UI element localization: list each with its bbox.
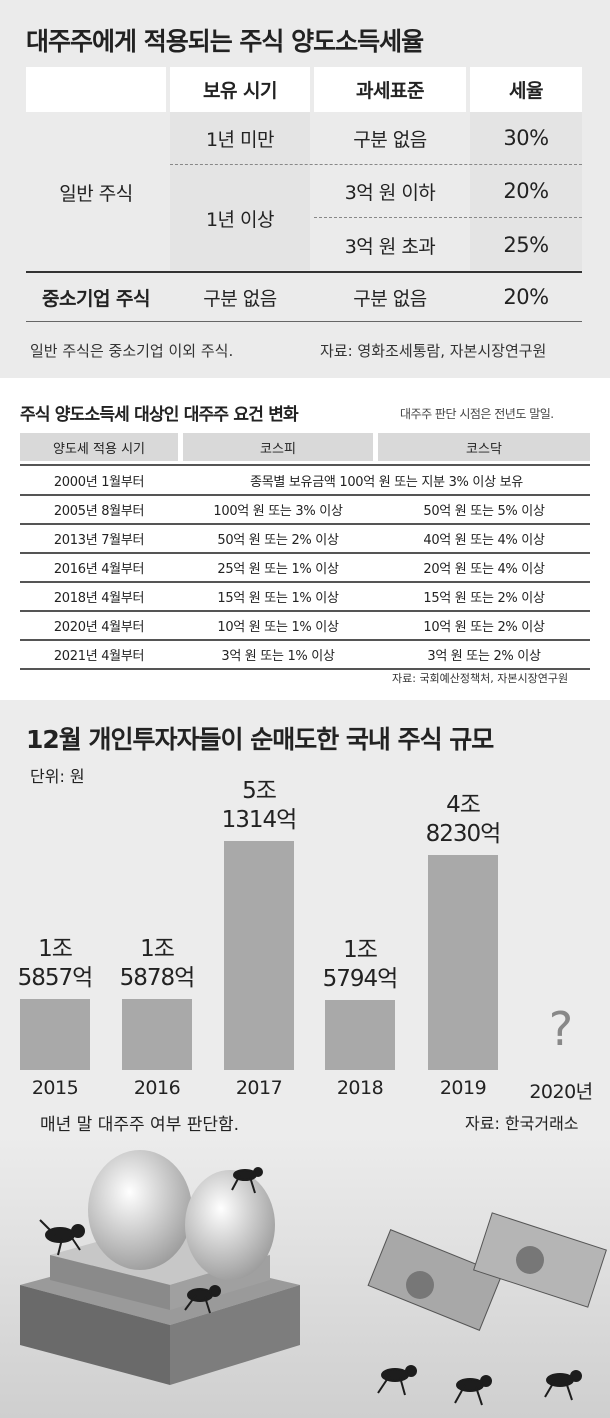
criteria-period: 2000년 1월부터 (53, 475, 145, 490)
unknown-value-label: ? (548, 1002, 574, 1056)
egg (185, 1170, 275, 1280)
criteria-period: 2020년 4월부터 (53, 620, 145, 635)
bar-value-line: 5조 (242, 778, 277, 804)
tax-base-none-1: 구분 없음 (353, 128, 427, 151)
tax-footnote: 일반 주식은 중소기업 이외 주식. (30, 342, 234, 360)
bar (428, 854, 498, 1070)
x-tick-label: 2018 (336, 1077, 384, 1099)
egg (88, 1150, 192, 1270)
row-divider (20, 552, 590, 554)
row-general-stock: 일반 주식 (59, 182, 133, 205)
row-sme-stock: 중소기업 주식 (42, 287, 151, 310)
row-divider (20, 610, 590, 612)
criteria-period: 2021년 4월부터 (53, 649, 145, 664)
bar-value-line: 1조 (343, 936, 378, 963)
criteria-kospi: 100억 원 또는 3% 이상 (213, 504, 343, 519)
divider-dashed (170, 164, 582, 165)
bar-value-label: 1조 5878억 (107, 935, 207, 993)
header-blank (26, 67, 166, 112)
rate-column-bg (470, 112, 582, 270)
tax-base-none-2: 구분 없음 (353, 287, 427, 310)
criteria-merged: 종목별 보유금액 100억 원 또는 지분 3% 이상 보유 (250, 475, 523, 490)
criteria-source: 자료: 국회예산정책처, 자본시장연구원 (392, 672, 569, 685)
bar (224, 841, 294, 1070)
criteria-kosdaq: 50억 원 또는 5% 이상 (423, 504, 545, 519)
row-divider (20, 523, 590, 525)
x-tick-label: 2017 (235, 1077, 283, 1099)
ants-eggs-money-illustration (0, 1135, 610, 1418)
tax-base-under-3: 3억 원 이하 (344, 181, 436, 204)
hold-none: 구분 없음 (203, 287, 277, 310)
bar-value-line: 1조 (38, 936, 73, 963)
chart-source: 자료: 한국거래소 (465, 1114, 579, 1133)
criteria-kosdaq: 3억 원 또는 2% 이상 (427, 649, 541, 664)
criteria-period: 2013년 7월부터 (53, 533, 145, 548)
row-divider (20, 668, 590, 670)
criteria-kospi: 10억 원 또는 1% 이상 (217, 620, 339, 635)
bar-value-line: 1314억 (221, 807, 298, 833)
x-tick-label: 2020년 (529, 1081, 593, 1103)
x-tick-label: 2015 (31, 1077, 79, 1099)
bar-value-line: 5878억 (119, 965, 196, 992)
bar-value-label: 4조 8230억 (413, 791, 513, 849)
hold-period-column-bg (170, 112, 310, 270)
criteria-kospi: 15억 원 또는 1% 이상 (217, 591, 339, 606)
rate-20: 20% (503, 179, 549, 203)
criteria-kospi: 25억 원 또는 1% 이상 (217, 562, 339, 577)
header-hold-period: 보유 시기 (170, 67, 310, 112)
criteria-kospi: 3억 원 또는 1% 이상 (221, 649, 335, 664)
rate-30: 30% (503, 126, 549, 150)
criteria-period: 2016년 4월부터 (53, 562, 145, 577)
bar-value-line: 5857억 (17, 965, 94, 992)
divider-dashed (314, 217, 582, 218)
criteria-kosdaq: 40억 원 또는 4% 이상 (423, 533, 545, 548)
criteria-section (0, 378, 610, 700)
bar (20, 999, 90, 1070)
bar (325, 999, 395, 1070)
banknotes (367, 1212, 607, 1331)
criteria-title: 주식 양도소득세 대상인 대주주 요건 변화 (20, 405, 299, 425)
hold-under-1y: 1년 미만 (205, 128, 275, 151)
bar-value-label: 1조 5857억 (5, 935, 105, 993)
divider-solid (26, 321, 582, 322)
bar-value-line: 8230억 (425, 820, 502, 847)
chart-footnote: 매년 말 대주주 여부 판단함. (40, 1115, 240, 1135)
chart-title: 12월 개인투자자들이 순매도한 국내 주식 규모 (26, 725, 494, 754)
criteria-kosdaq: 10억 원 또는 2% 이상 (423, 620, 545, 635)
hold-over-1y: 1년 이상 (205, 209, 275, 231)
criteria-period: 2018년 4월부터 (53, 591, 145, 606)
chart-unit: 단위: 원 (30, 767, 85, 786)
header-rate: 세율 (470, 67, 582, 112)
criteria-header-period: 양도세 적용 시기 (20, 433, 178, 461)
divider-solid (26, 271, 582, 273)
criteria-kospi: 50억 원 또는 2% 이상 (217, 533, 339, 548)
row-divider (20, 581, 590, 583)
tax-base-over-3: 3억 원 초과 (344, 235, 436, 258)
rate-25: 25% (503, 233, 549, 257)
row-divider (20, 464, 590, 466)
criteria-kosdaq: 15억 원 또는 2% 이상 (423, 591, 545, 606)
criteria-header-kospi: 코스피 (183, 433, 373, 461)
header-tax-base: 과세표준 (314, 67, 466, 112)
bar-value-label: 1조 5794억 (310, 936, 410, 994)
bar-value-label: 5조 1314억 (209, 777, 309, 835)
tax-source: 자료: 영화조세통람, 자본시장연구원 (320, 342, 547, 360)
rate-20-sme: 20% (503, 285, 549, 309)
row-divider (20, 494, 590, 496)
criteria-header-kosdaq: 코스닥 (378, 433, 590, 461)
criteria-kosdaq: 20억 원 또는 4% 이상 (423, 562, 545, 577)
x-tick-label: 2016 (133, 1077, 181, 1099)
bar-value-line: 1조 (140, 936, 175, 963)
criteria-period: 2005년 8월부터 (53, 504, 145, 519)
bar (122, 999, 192, 1070)
criteria-note: 대주주 판단 시점은 전년도 말일. (400, 407, 554, 421)
tax-rate-title: 대주주에게 적용되는 주식 양도소득세율 (26, 27, 424, 56)
x-tick-label: 2019 (439, 1077, 487, 1099)
bar-value-line: 4조 (446, 791, 481, 818)
row-divider (20, 639, 590, 641)
bar-value-line: 5794억 (322, 965, 399, 992)
ants (39, 1167, 582, 1406)
